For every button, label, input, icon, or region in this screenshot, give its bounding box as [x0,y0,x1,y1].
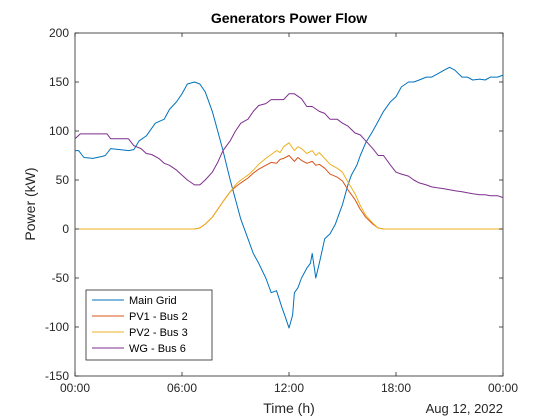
y-tick-label: -150 [45,369,69,383]
date-label: Aug 12, 2022 [426,401,503,416]
series-layer [74,66,504,329]
y-tick-label: -100 [45,320,69,334]
legend-label: WG - Bus 6 [129,343,186,355]
series-line-3 [75,142,503,230]
legend-label: PV1 - Bus 2 [129,311,188,323]
series-line-1 [75,66,504,329]
legend: Main Grid PV1 - Bus 2 PV2 - Bus 3 WG - Bus … [85,289,213,361]
y-tick-label: 50 [56,173,70,187]
x-tick-label: 00:00 [60,381,90,395]
x-tick-label: 18:00 [381,381,411,395]
x-tick-label: 00:00 [488,381,518,395]
legend-label: PV2 - Bus 3 [129,327,188,339]
y-axis: -150 -100 -50 0 50 100 150 200 [45,26,503,383]
y-tick-label: 150 [49,75,69,89]
series-line-4 [74,93,504,199]
y-tick-label: 200 [49,26,69,40]
x-axis: 00:00 06:00 12:00 18:00 00:00 [60,33,518,395]
y-tick-label: -50 [52,271,70,285]
x-tick-label: 06:00 [167,381,197,395]
y-axis-title: Power (kW) [22,167,38,240]
x-tick-label: 12:00 [274,381,304,395]
y-tick-label: 100 [49,124,69,138]
legend-label: Main Grid [129,295,177,307]
x-axis-title: Time (h) [263,400,315,416]
chart-title: Generators Power Flow [211,10,367,26]
y-tick-label: 0 [62,222,69,236]
